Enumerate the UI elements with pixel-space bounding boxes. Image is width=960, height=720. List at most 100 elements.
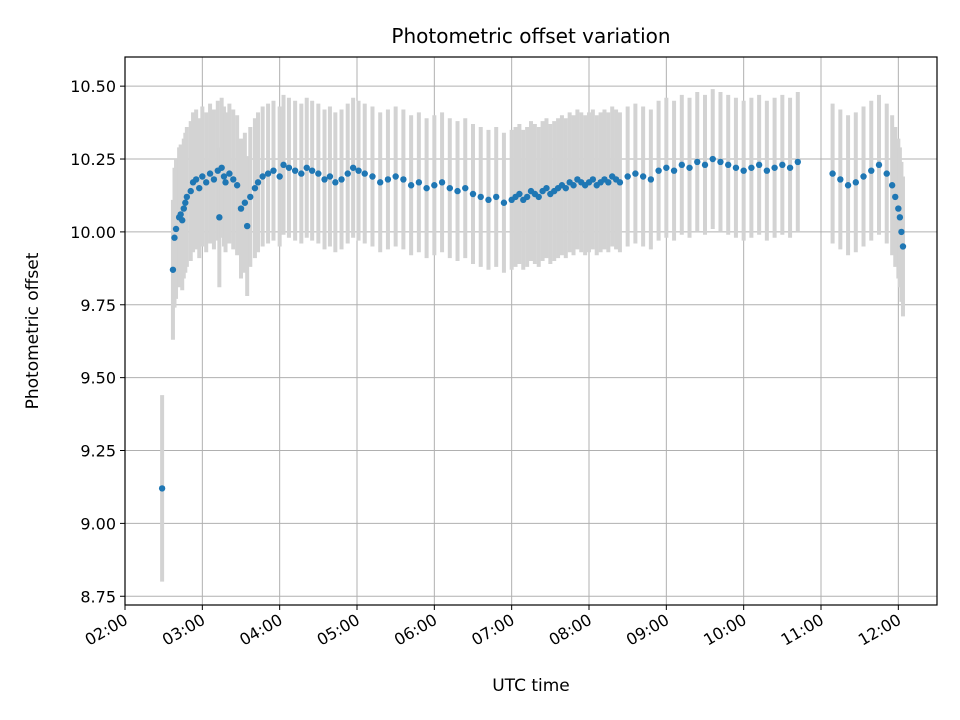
data-point xyxy=(755,161,763,169)
x-tick-label: 04:00 xyxy=(236,610,285,650)
data-point xyxy=(187,187,194,195)
data-point xyxy=(220,173,228,180)
data-point xyxy=(868,167,875,174)
data-point xyxy=(243,222,251,230)
data-point xyxy=(259,173,266,180)
data-point xyxy=(616,179,624,186)
data-point xyxy=(218,164,225,171)
data-point xyxy=(308,167,316,174)
y-tick-label: 9.50 xyxy=(80,369,116,388)
data-points xyxy=(158,155,907,492)
data-point xyxy=(852,179,859,186)
data-point xyxy=(315,170,322,177)
data-point xyxy=(349,164,357,171)
data-point xyxy=(647,176,655,183)
data-point xyxy=(883,170,890,177)
data-point xyxy=(678,161,685,169)
data-point xyxy=(206,170,214,177)
data-point xyxy=(210,176,218,183)
data-point xyxy=(454,187,461,195)
x-tick-label: 05:00 xyxy=(314,610,363,650)
data-point xyxy=(892,193,899,201)
data-point xyxy=(241,199,249,206)
data-point xyxy=(899,243,907,250)
data-point xyxy=(663,164,670,171)
data-point xyxy=(771,164,778,171)
data-point xyxy=(369,173,376,180)
data-point xyxy=(158,485,166,492)
data-point xyxy=(361,170,368,177)
data-point xyxy=(624,173,631,180)
data-point xyxy=(226,170,233,177)
data-point xyxy=(230,176,237,183)
x-axis: 02:00 03:00 04:00 05:00 06:00 07:00 08:00 09:00… xyxy=(82,605,904,650)
data-point xyxy=(355,167,362,174)
data-point xyxy=(717,158,724,166)
data-point xyxy=(407,182,415,189)
data-point xyxy=(177,211,184,218)
data-point xyxy=(216,214,223,221)
data-point xyxy=(169,266,177,273)
data-point xyxy=(732,164,740,171)
data-point xyxy=(222,179,229,186)
data-point xyxy=(332,179,339,186)
data-point xyxy=(392,173,399,180)
data-point xyxy=(384,176,392,183)
data-point xyxy=(562,184,569,192)
data-point xyxy=(326,173,334,180)
data-point xyxy=(196,184,203,192)
y-tick-label: 9.25 xyxy=(80,442,116,461)
data-point xyxy=(270,167,277,174)
x-axis-label: UTC time xyxy=(492,676,570,696)
x-tick-label: 03:00 xyxy=(159,610,208,650)
y-tick-label: 9.75 xyxy=(80,296,116,315)
data-point xyxy=(686,164,693,171)
data-point xyxy=(485,196,492,204)
data-point xyxy=(344,170,351,177)
y-tick-label: 10.25 xyxy=(70,150,116,169)
data-point xyxy=(748,164,755,171)
data-point xyxy=(632,170,639,177)
data-point xyxy=(203,179,210,186)
data-point xyxy=(670,167,678,174)
x-tick-label: 02:00 xyxy=(82,610,131,650)
data-point xyxy=(182,199,189,206)
data-point xyxy=(837,176,844,183)
data-point xyxy=(535,193,542,201)
data-point xyxy=(469,190,477,198)
x-tick-label: 11:00 xyxy=(778,610,827,650)
data-point xyxy=(725,161,732,169)
data-point xyxy=(446,184,453,192)
data-point xyxy=(740,167,747,174)
data-point xyxy=(477,193,484,201)
data-point xyxy=(888,182,896,189)
data-point xyxy=(192,176,200,183)
data-point xyxy=(462,184,469,192)
data-point xyxy=(431,182,438,189)
data-point xyxy=(523,193,531,201)
data-point xyxy=(709,155,716,163)
data-point xyxy=(172,225,180,233)
data-point xyxy=(338,176,345,183)
data-point xyxy=(500,199,508,206)
data-point xyxy=(291,167,299,174)
data-point xyxy=(400,176,407,183)
data-point xyxy=(779,161,786,169)
data-point xyxy=(829,170,836,177)
data-point xyxy=(543,184,550,192)
x-tick-label: 07:00 xyxy=(468,610,517,650)
y-tick-label: 10.00 xyxy=(70,223,116,242)
data-point xyxy=(321,176,328,183)
data-point xyxy=(694,158,701,166)
error-bars xyxy=(160,89,905,582)
data-point xyxy=(701,161,709,169)
data-point xyxy=(875,161,883,169)
data-point xyxy=(237,205,245,212)
data-point xyxy=(423,184,430,192)
data-point xyxy=(655,167,662,174)
data-point xyxy=(171,234,178,241)
data-point xyxy=(794,158,801,166)
x-tick-label: 12:00 xyxy=(855,610,904,650)
data-point xyxy=(179,217,186,224)
